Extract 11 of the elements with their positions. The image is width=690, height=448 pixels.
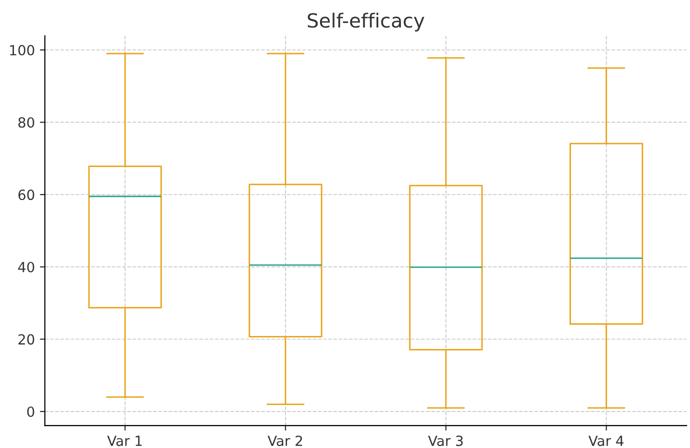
y-tick-label: 100	[10, 44, 34, 56]
y-tick-label: 0	[27, 406, 34, 417]
chart-title: Self-efficacy	[308, 12, 424, 32]
y-tick-label: 60	[18, 190, 34, 200]
y-tick-label: 20	[18, 334, 34, 345]
x-tick-label: Var 2	[268, 436, 302, 446]
y-tick-label: 80	[18, 117, 34, 128]
x-tick-label: Var 4	[588, 436, 624, 446]
x-tick-label: Var 3	[428, 436, 463, 446]
x-tick-label: Var 1	[107, 436, 142, 446]
y-tick-label: 40	[18, 262, 34, 272]
